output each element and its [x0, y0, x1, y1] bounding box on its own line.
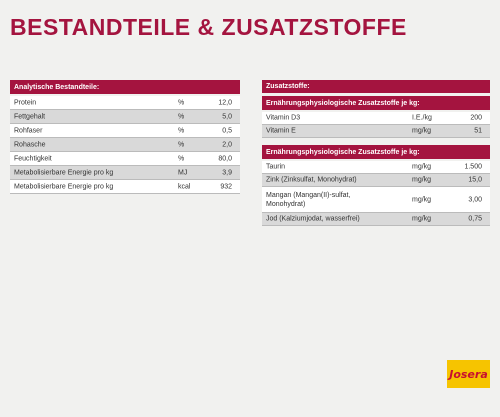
cell-unit: mg/kg	[412, 176, 432, 184]
cell-name: Metabolisierbare Energie pro kg	[14, 169, 114, 176]
cell-value: 2,0	[222, 141, 232, 148]
cell-value: 0,75	[468, 215, 482, 223]
cell-name: Rohasche	[14, 141, 46, 148]
cell-value: 3,00	[468, 196, 482, 203]
table-row: Jod (Kalziumjodat, wasserfrei) mg/kg 0,75	[262, 213, 490, 226]
cell-value: 0,5	[222, 127, 232, 134]
cell-name: Zink (Zinksulfat, Monohydrat)	[266, 176, 357, 184]
cell-unit: %	[178, 155, 185, 162]
cell-value: 51	[474, 127, 482, 135]
table-row: Zink (Zinksulfat, Monohydrat) mg/kg 15,0	[262, 174, 490, 187]
cell-name: Vitamin D3	[266, 114, 301, 122]
table-row: Metabolisierbare Energie pro kg MJ 3,9	[10, 166, 240, 180]
cell-unit: %	[178, 99, 185, 106]
cell-unit: kcal	[178, 183, 191, 190]
cell-value: 200	[470, 114, 482, 122]
cell-name: Taurin	[266, 163, 286, 171]
cell-name: Vitamin E	[266, 127, 296, 135]
cell-value: 15,0	[468, 176, 482, 184]
cell-unit: %	[178, 127, 185, 134]
logo: Josera	[447, 360, 490, 388]
cell-unit: mg/kg	[412, 163, 432, 171]
cell-unit: %	[178, 113, 185, 120]
table-row: Feuchtigkeit% 80,0	[10, 152, 240, 166]
section-header: Ernährungsphysiologische Zusatzstoffe je…	[262, 145, 490, 159]
title: BESTANDTEILE & ZUSATZSTOFFE	[10, 14, 407, 40]
cell-name: Protein	[14, 99, 37, 106]
table-row: Vitamin D3 I.E./kg 200	[262, 112, 490, 125]
cell-unit: mg/kg	[412, 196, 432, 203]
cell-unit: %	[178, 141, 185, 148]
cell-value: 12,0	[218, 99, 232, 106]
table-row: Fettgehalt% 5,0	[10, 110, 240, 124]
table-header: Analytische Bestandteile:	[10, 80, 240, 94]
cell-name: Mangan (Mangan(II)-sulfat, Monohydrat)	[266, 191, 351, 208]
table-row: Protein% 12,0	[10, 96, 240, 110]
cell-value: 1.500	[464, 163, 482, 171]
table-row: Taurin mg/kg 1.500	[262, 161, 490, 174]
table-header: Zusatzstoffe:	[262, 80, 490, 93]
table-row: Vitamin E mg/kg 51	[262, 125, 490, 138]
cell-unit: mg/kg	[412, 127, 432, 135]
table-row: Rohfaser% 0,5	[10, 124, 240, 138]
cell-unit: mg/kg	[412, 215, 432, 223]
cell-name: Jod (Kalziumjodat, wasserfrei)	[266, 215, 360, 223]
cell-unit: MJ	[178, 169, 188, 176]
section-header: Ernährungsphysiologische Zusatzstoffe je…	[262, 96, 490, 110]
table-row: Rohasche% 2,0	[10, 138, 240, 152]
cell-value: 932	[220, 183, 232, 190]
cell-value: 80,0	[218, 155, 232, 162]
cell-name: Rohfaser	[14, 127, 43, 134]
cell-name: Feuchtigkeit	[14, 155, 52, 162]
cell-name: Metabolisierbare Energie pro kg	[14, 183, 114, 190]
cell-unit: I.E./kg	[412, 114, 432, 122]
table-row: Mangan (Mangan(II)-sulfat, Monohydrat) mg…	[262, 187, 490, 213]
cell-name: Fettgehalt	[14, 113, 46, 120]
table-row: Metabolisierbare Energie pro kg kcal 932	[10, 180, 240, 194]
cell-value: 3,9	[222, 169, 232, 176]
cell-value: 5,0	[222, 113, 232, 120]
